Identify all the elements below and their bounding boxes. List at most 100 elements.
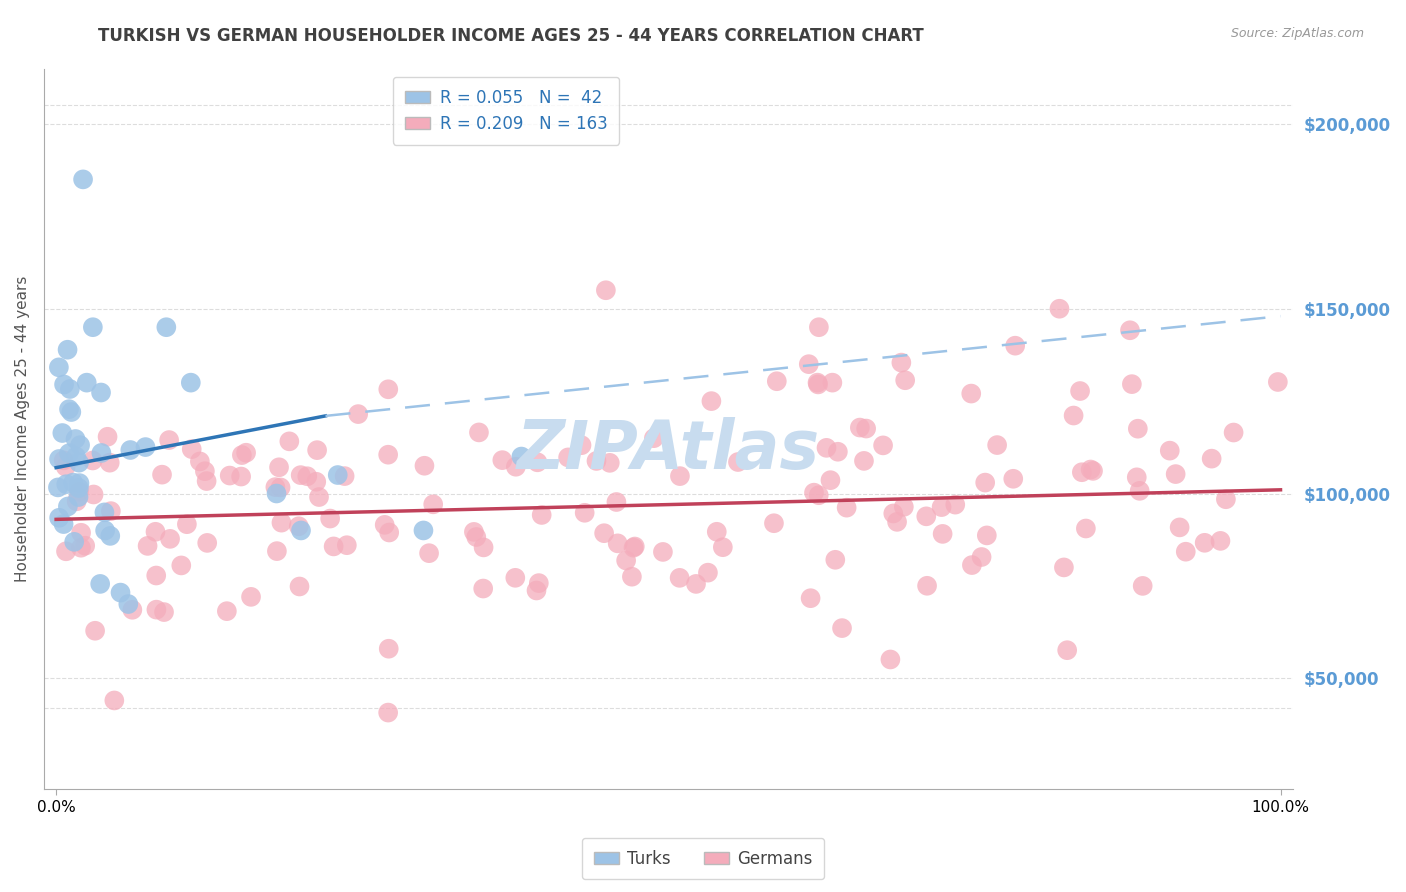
Point <box>807 488 830 502</box>
Point <box>574 506 596 520</box>
Point <box>377 382 399 396</box>
Point <box>62 475 84 490</box>
Point <box>820 473 842 487</box>
Point <box>56 343 79 357</box>
Point <box>374 517 396 532</box>
Point <box>606 536 628 550</box>
Point <box>422 497 444 511</box>
Point <box>235 446 257 460</box>
Point <box>412 524 434 538</box>
Point <box>1119 323 1142 337</box>
Point <box>347 407 370 421</box>
Point <box>270 480 292 494</box>
Point <box>194 464 217 478</box>
Point <box>266 486 288 500</box>
Point <box>893 500 915 514</box>
Point <box>797 357 820 371</box>
Point <box>98 456 121 470</box>
Point <box>89 577 111 591</box>
Point <box>308 490 330 504</box>
Point <box>821 376 844 390</box>
Point <box>472 541 495 555</box>
Point <box>530 508 553 522</box>
Point <box>67 484 90 499</box>
Point <box>69 476 91 491</box>
Point <box>931 500 953 515</box>
Point <box>915 579 938 593</box>
Point <box>526 455 548 469</box>
Point <box>1126 470 1149 484</box>
Point <box>976 528 998 542</box>
Point <box>145 568 167 582</box>
Point <box>378 525 401 540</box>
Point <box>188 454 211 468</box>
Point <box>53 377 76 392</box>
Point <box>110 585 132 599</box>
Point <box>1132 579 1154 593</box>
Point <box>1129 483 1152 498</box>
Point <box>800 591 823 606</box>
Point <box>170 558 193 573</box>
Point <box>807 377 830 392</box>
Point <box>1053 560 1076 574</box>
Point <box>150 467 173 482</box>
Point <box>336 538 359 552</box>
Point <box>882 507 904 521</box>
Legend: R = 0.055   N =  42, R = 0.209   N = 163: R = 0.055 N = 42, R = 0.209 N = 163 <box>392 77 619 145</box>
Point <box>824 553 846 567</box>
Point <box>1056 643 1078 657</box>
Point <box>1004 339 1026 353</box>
Point <box>614 553 637 567</box>
Point <box>765 374 787 388</box>
Point <box>605 495 627 509</box>
Point <box>82 320 104 334</box>
Point <box>1174 544 1197 558</box>
Point <box>1121 377 1143 392</box>
Point <box>931 527 953 541</box>
Point <box>377 641 399 656</box>
Point <box>894 373 917 387</box>
Point <box>75 539 97 553</box>
Point <box>215 604 238 618</box>
Point <box>762 516 785 531</box>
Point <box>176 517 198 532</box>
Point <box>48 510 70 524</box>
Point <box>620 570 643 584</box>
Point <box>297 469 319 483</box>
Point <box>1201 451 1223 466</box>
Point <box>505 459 527 474</box>
Point <box>94 524 117 538</box>
Point <box>46 480 69 494</box>
Point <box>48 452 70 467</box>
Point <box>685 577 707 591</box>
Point <box>55 459 77 474</box>
Point <box>465 530 488 544</box>
Point <box>67 456 90 470</box>
Point <box>468 425 491 440</box>
Point <box>60 405 83 419</box>
Point <box>1209 533 1232 548</box>
Point <box>974 475 997 490</box>
Point <box>134 440 156 454</box>
Point <box>83 487 105 501</box>
Point <box>852 454 875 468</box>
Point <box>97 430 120 444</box>
Point <box>48 360 70 375</box>
Point <box>84 624 107 638</box>
Text: ZIPAtlas: ZIPAtlas <box>517 417 820 483</box>
Point <box>943 498 966 512</box>
Point <box>195 474 218 488</box>
Point <box>377 706 399 720</box>
Point <box>76 376 98 390</box>
Text: Source: ZipAtlas.com: Source: ZipAtlas.com <box>1230 27 1364 40</box>
Point <box>290 524 312 538</box>
Point <box>51 425 73 440</box>
Point <box>1215 492 1237 507</box>
Point <box>599 456 621 470</box>
Point <box>643 431 665 445</box>
Point <box>697 566 720 580</box>
Point <box>463 524 485 539</box>
Point <box>527 576 550 591</box>
Point <box>307 443 329 458</box>
Point <box>807 320 830 334</box>
